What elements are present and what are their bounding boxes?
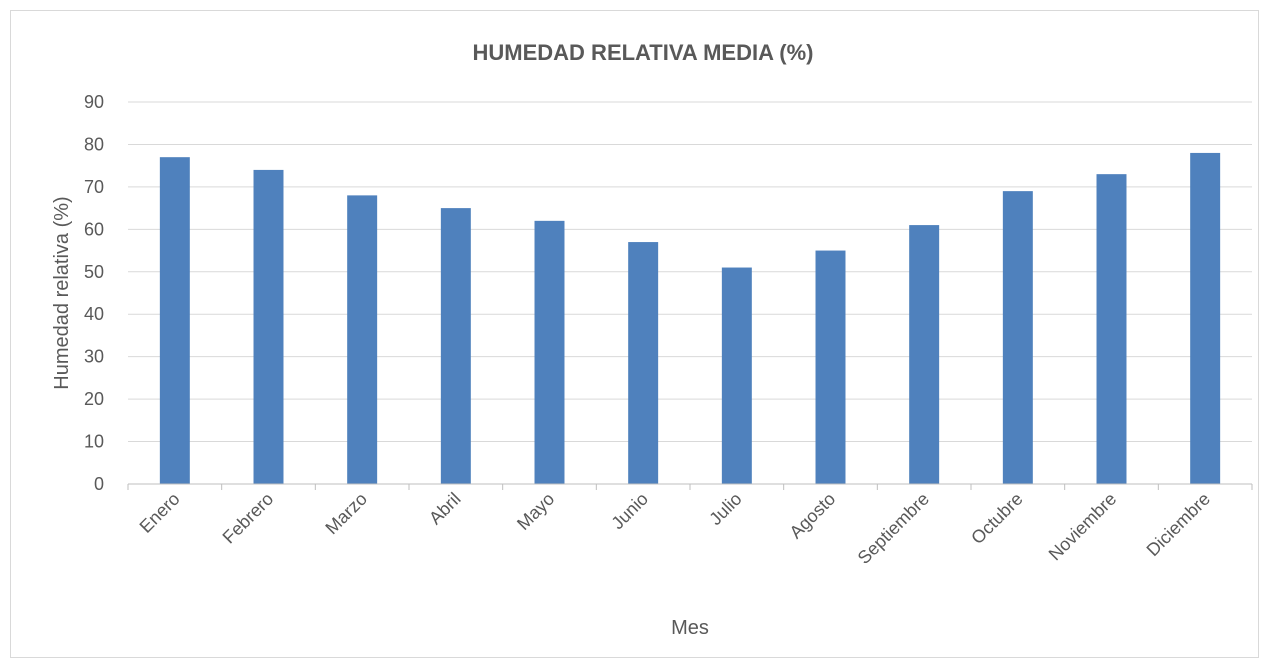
y-tick-label: 80 — [84, 134, 104, 154]
bar — [815, 250, 846, 484]
x-axis-title: Mes — [671, 617, 709, 639]
x-tick-label: Marzo — [321, 489, 371, 539]
bar — [1096, 174, 1127, 484]
bar — [159, 157, 190, 484]
chart-title: HUMEDAD RELATIVA MEDIA (%) — [473, 40, 814, 65]
x-tick-label: Diciembre — [1143, 489, 1214, 560]
bar — [347, 195, 378, 484]
gridlines — [128, 101, 1252, 443]
x-tick-label: Junio — [607, 489, 652, 534]
y-axis-title: Humedad relativa (%) — [51, 196, 73, 389]
y-tick-label: 0 — [94, 474, 104, 494]
x-tick-label: Noviembre — [1045, 489, 1121, 565]
y-tick-label: 70 — [84, 177, 104, 197]
bar — [909, 225, 940, 485]
x-tick-label: Enero — [136, 489, 184, 537]
y-axis-ticks: 0 10 20 30 40 50 60 70 80 90 — [84, 92, 104, 494]
bar — [253, 169, 284, 484]
bar — [721, 267, 752, 484]
y-tick-label: 90 — [84, 92, 104, 112]
y-tick-label: 30 — [84, 347, 104, 367]
y-tick-label: 40 — [84, 304, 104, 324]
x-tick-label: Julio — [705, 489, 745, 529]
bar — [628, 242, 659, 484]
x-tick-label: Abril — [425, 489, 465, 529]
x-tick-label: Agosto — [786, 489, 840, 543]
bar — [1190, 152, 1221, 484]
x-tick-label: Octubre — [967, 489, 1026, 548]
x-axis-ticks: Enero Febrero Marzo Abril Mayo Junio Julio Agos… — [127, 484, 1253, 568]
y-tick-label: 20 — [84, 389, 104, 409]
x-tick-label: Septiembre — [854, 489, 933, 568]
bar — [1002, 191, 1033, 484]
y-tick-label: 60 — [84, 219, 104, 239]
bar — [534, 220, 565, 484]
y-tick-label: 10 — [84, 432, 104, 452]
x-tick-label: Mayo — [513, 489, 558, 534]
y-tick-label: 50 — [84, 262, 104, 282]
x-tick-label: Febrero — [219, 489, 278, 548]
bar — [440, 208, 471, 484]
bars — [159, 152, 1221, 485]
